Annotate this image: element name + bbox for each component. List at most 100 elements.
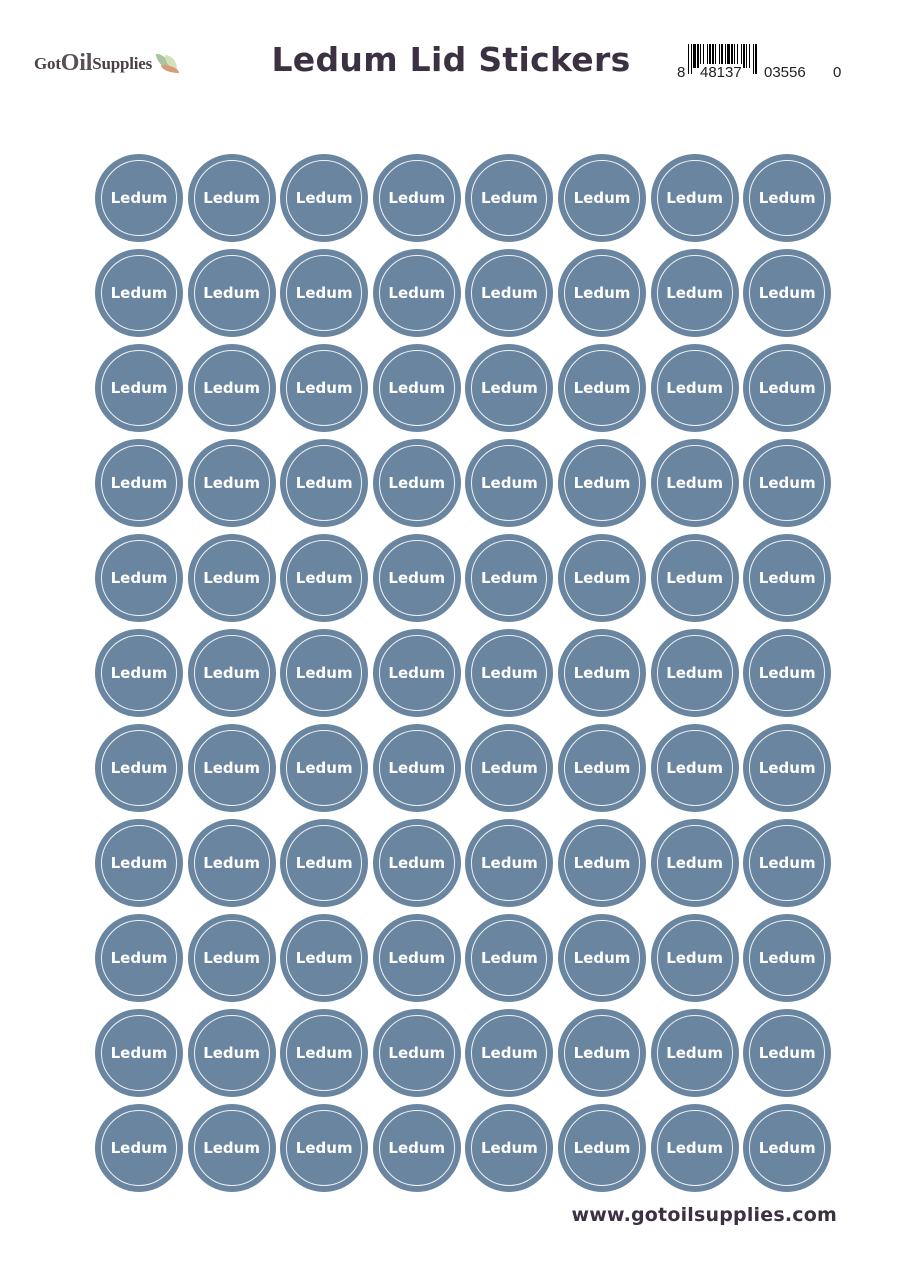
barcode: 8 48137 03556 0 (676, 44, 843, 82)
sticker: Ledum (280, 1009, 369, 1097)
sticker-label: Ledum (666, 1139, 723, 1157)
barcode-bar (743, 44, 745, 68)
sticker-label: Ledum (481, 1044, 538, 1062)
sticker: Ledum (465, 724, 554, 812)
sticker-label: Ledum (388, 1139, 446, 1157)
sticker: Ledum (558, 249, 646, 337)
sticker: Ledum (743, 819, 832, 907)
sticker-label: Ledum (110, 1139, 168, 1157)
sticker-label: Ledum (758, 379, 816, 397)
sticker: Ledum (743, 344, 832, 432)
sticker: Ledum (743, 629, 832, 717)
sticker-label: Ledum (203, 379, 260, 397)
sticker-label: Ledum (758, 189, 816, 207)
sticker: Ledum (465, 439, 554, 527)
sticker-label: Ledum (388, 569, 446, 587)
sticker: Ledum (280, 629, 369, 717)
sticker-label: Ledum (110, 189, 168, 207)
sticker: Ledum (280, 249, 369, 337)
sticker: Ledum (650, 914, 739, 1002)
sticker: Ledum (280, 819, 369, 907)
leaf-icon (155, 51, 181, 75)
sticker-label: Ledum (110, 284, 168, 302)
sticker: Ledum (465, 1104, 554, 1192)
barcode-bar (746, 44, 747, 68)
barcode-bar (719, 44, 720, 68)
sticker: Ledum (372, 344, 461, 432)
sticker: Ledum (95, 914, 183, 1002)
sticker: Ledum (650, 629, 739, 717)
barcode-bar (727, 44, 730, 68)
sticker-label: Ledum (295, 569, 353, 587)
barcode-bar (741, 44, 742, 68)
sticker-label: Ledum (481, 474, 538, 492)
sticker-label: Ledum (481, 569, 538, 587)
sticker: Ledum (280, 534, 369, 622)
sticker: Ledum (187, 344, 276, 432)
sticker: Ledum (650, 344, 739, 432)
sticker: Ledum (372, 154, 461, 242)
sticker-label: Ledum (573, 949, 631, 967)
sticker-label: Ledum (388, 189, 446, 207)
sticker-label: Ledum (573, 569, 631, 587)
sticker: Ledum (95, 249, 183, 337)
sticker-label: Ledum (388, 949, 446, 967)
sticker-label: Ledum (573, 759, 631, 777)
sticker-label: Ledum (573, 474, 631, 492)
barcode-bar (709, 44, 711, 68)
sticker: Ledum (465, 534, 554, 622)
sticker-label: Ledum (388, 1044, 446, 1062)
barcode-bar (707, 44, 708, 68)
page-title: Ledum Lid Stickers (271, 40, 631, 79)
barcode-bar (755, 44, 757, 74)
sticker-label: Ledum (203, 569, 260, 587)
barcode-bar (691, 44, 692, 74)
sticker-label: Ledum (573, 1044, 631, 1062)
sticker-label: Ledum (110, 569, 168, 587)
barcode-bar (712, 44, 714, 68)
sticker-label: Ledum (295, 284, 353, 302)
sticker: Ledum (187, 1104, 276, 1192)
sticker: Ledum (187, 534, 276, 622)
sticker-label: Ledum (758, 1139, 816, 1157)
sticker-label: Ledum (203, 854, 260, 872)
sticker-label: Ledum (388, 284, 446, 302)
sticker-label: Ledum (203, 474, 260, 492)
sticker-label: Ledum (666, 1044, 723, 1062)
sticker: Ledum (372, 914, 461, 1002)
sticker-label: Ledum (666, 569, 723, 587)
sticker-label: Ledum (203, 1139, 260, 1157)
sticker: Ledum (558, 439, 646, 527)
sticker: Ledum (558, 154, 646, 242)
sticker-label: Ledum (110, 1044, 168, 1062)
sticker: Ledum (558, 819, 646, 907)
sticker-label: Ledum (758, 664, 816, 682)
sticker-label: Ledum (203, 949, 260, 967)
sticker-label: Ledum (295, 854, 353, 872)
sticker: Ledum (187, 819, 276, 907)
sticker: Ledum (372, 249, 461, 337)
barcode-bar (688, 44, 689, 74)
barcode-bar (757, 44, 758, 74)
barcode-bar (737, 44, 738, 68)
sticker-label: Ledum (295, 474, 353, 492)
sticker-label: Ledum (758, 1044, 816, 1062)
logo-text-got: Got (34, 53, 61, 73)
sticker: Ledum (95, 439, 183, 527)
sticker-label: Ledum (481, 1139, 538, 1157)
sticker: Ledum (650, 154, 739, 242)
sticker-label: Ledum (110, 759, 168, 777)
sticker-label: Ledum (666, 759, 723, 777)
sticker: Ledum (558, 724, 646, 812)
sticker: Ledum (743, 724, 832, 812)
sticker: Ledum (95, 724, 183, 812)
sticker-label: Ledum (481, 284, 538, 302)
sticker-label: Ledum (573, 189, 631, 207)
sticker-label: Ledum (388, 474, 446, 492)
sticker: Ledum (95, 154, 183, 242)
sticker: Ledum (95, 1009, 183, 1097)
sticker: Ledum (650, 534, 739, 622)
sticker-label: Ledum (573, 284, 631, 302)
sticker: Ledum (187, 154, 276, 242)
sticker-label: Ledum (388, 664, 446, 682)
